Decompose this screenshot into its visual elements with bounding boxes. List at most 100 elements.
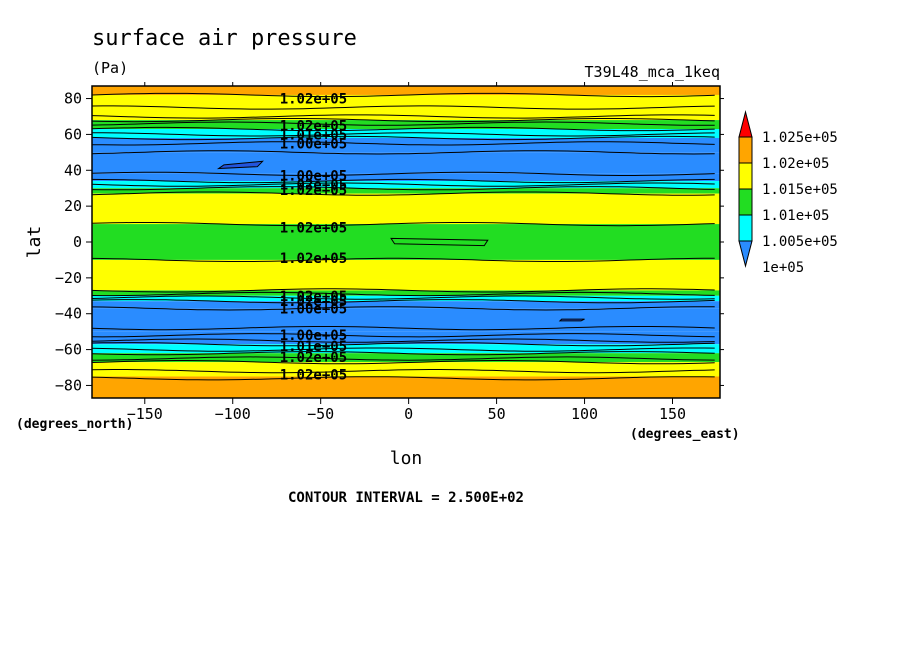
pressure-band: [92, 301, 720, 309]
contour-line: [91, 351, 715, 356]
contour-label: 1.02e+05: [280, 221, 347, 237]
contour-line: [91, 347, 715, 352]
colorbar-box: [738, 188, 753, 216]
contour-line: [91, 92, 715, 98]
contour-line: [91, 135, 715, 141]
colorbar-over-triangle: [738, 110, 753, 138]
y-axis: −80 −60 −40 −20 0 20 40 60 80: [55, 90, 724, 394]
contour-line: [91, 257, 715, 262]
contour-line: [91, 182, 715, 187]
contour-line: [91, 356, 715, 361]
contour-interval-text: CONTOUR INTERVAL = 2.500E+02: [288, 490, 524, 506]
colorbar-box: [738, 214, 753, 242]
contour-label: 1.02e+05: [280, 92, 347, 108]
contour-line: [91, 291, 715, 297]
contour-line: [91, 178, 715, 184]
contour-line: [91, 333, 715, 338]
contour-line: [91, 114, 715, 119]
contour-line: [91, 369, 715, 374]
contour-line: [91, 342, 715, 347]
contour-lines: [91, 92, 715, 381]
pressure-band: [92, 353, 720, 363]
pressure-band: [92, 331, 720, 345]
units-label: (Pa): [92, 59, 128, 77]
pressure-band: [92, 344, 720, 354]
contour-line: [91, 295, 715, 300]
pressure-band: [92, 193, 720, 225]
contour-label: 1.02e+05: [280, 118, 347, 134]
contour-labels: 1.02e+051.02e+051.01e+051.00e+051.00e+05…: [280, 92, 347, 384]
y-tick-label: 60: [64, 125, 82, 143]
colorbar-label: 1.015e+05: [762, 182, 838, 198]
contour-line: [91, 222, 715, 227]
contour-label: 1.00e+05: [280, 136, 347, 152]
x-tick-label: −50: [307, 405, 334, 423]
colorbar-label: 1.025e+05: [762, 130, 838, 146]
colorbar: 1.025e+05 1.02e+05 1.015e+05 1.01e+05 1.005e…: [738, 110, 838, 276]
x-tick-label: 50: [488, 405, 506, 423]
colorbar-box: [738, 162, 753, 190]
contour-line: [91, 306, 715, 311]
contour-line: [91, 126, 715, 132]
pressure-band: [92, 129, 720, 138]
pressure-band: [92, 120, 720, 130]
colorbar-label: 1e+05: [762, 260, 804, 276]
pressure-band: [92, 188, 720, 194]
y-tick-label: 0: [73, 233, 82, 251]
x-tick-label: −100: [215, 405, 251, 423]
contour-line: [91, 191, 715, 196]
colorbar-under-triangle: [738, 240, 753, 268]
pressure-band: [92, 290, 720, 296]
plot-area: [92, 86, 720, 398]
colorbar-box: [738, 136, 753, 164]
contour-label: 1.02e+05: [280, 251, 347, 267]
y-tick-label: −20: [55, 269, 82, 287]
contour-line: [91, 288, 715, 293]
pressure-band: [92, 152, 720, 174]
x-tick-label: 150: [659, 405, 686, 423]
contour-line: [91, 326, 715, 331]
contour-label: 1.02e+05: [280, 368, 347, 384]
contour-line: [91, 376, 715, 381]
x-tick-label: −150: [127, 405, 163, 423]
y-tick-label: −80: [55, 376, 82, 394]
contour-line: [92, 132, 715, 137]
y-tick-label: −60: [55, 341, 82, 359]
contour-label: 1.01e+05: [280, 339, 347, 355]
x-tick-label: 0: [404, 405, 413, 423]
contour-label: 1.02e+05: [280, 350, 347, 366]
pressure-band: [92, 259, 720, 291]
contour-line: [91, 338, 715, 343]
contour-line: [91, 150, 715, 155]
equatorial-contour: [390, 237, 489, 247]
contour-line: [91, 360, 715, 365]
contour-label: 1.02e+05: [280, 183, 347, 199]
y-tick-label: 40: [64, 161, 82, 179]
pressure-band: [92, 224, 720, 260]
y-axis-label: lat: [24, 226, 45, 259]
contour-line: [91, 118, 715, 123]
run-label: T39L48_mca_1keq: [585, 63, 720, 81]
contour-line: [91, 141, 715, 146]
x-axis-label: lon: [390, 448, 423, 469]
contour-line: [91, 299, 715, 304]
contour-line: [91, 171, 715, 176]
contour-line: [91, 186, 715, 191]
pressure-band: [92, 86, 720, 95]
x-units-label: (degrees_east): [630, 427, 740, 442]
contour-label: 1.00e+05: [280, 328, 347, 344]
y-tick-label: −40: [55, 305, 82, 323]
contour-label: 1.00e+05: [280, 301, 347, 317]
colorbar-label: 1.005e+05: [762, 234, 838, 250]
y-tick-label: 20: [64, 197, 82, 215]
chart-title: surface air pressure: [92, 26, 357, 51]
contour-line: [91, 105, 715, 110]
pressure-band: [92, 308, 720, 332]
y-tick-label: 80: [64, 90, 82, 108]
low-pressure-patch: [558, 318, 585, 322]
y-units-label: (degrees_north): [16, 417, 133, 432]
contour-label: 1.02e+05: [280, 289, 347, 305]
contour-label: 1.01e+05: [280, 127, 347, 143]
colorbar-label: 1.01e+05: [762, 208, 829, 224]
